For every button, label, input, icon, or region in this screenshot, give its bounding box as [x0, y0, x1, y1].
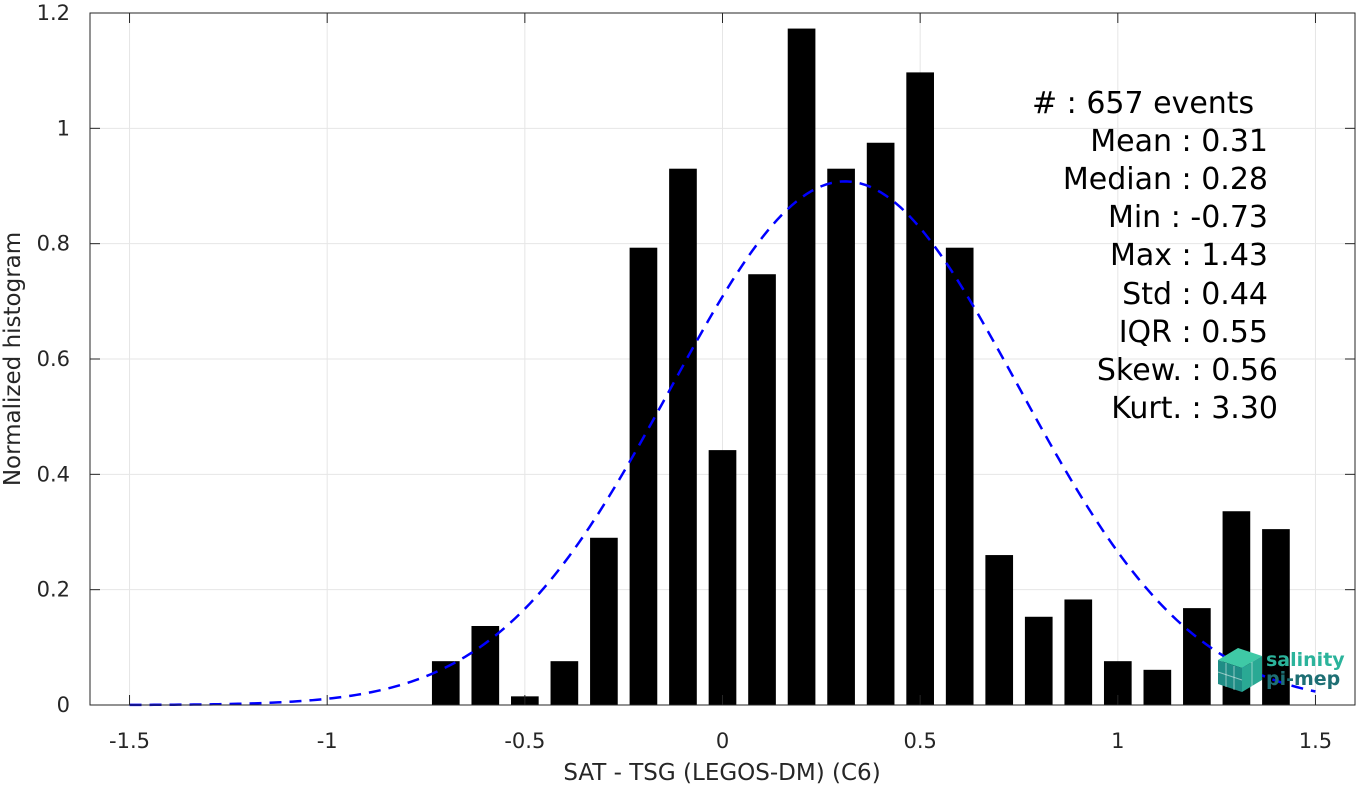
histogram-bar — [669, 168, 697, 705]
histogram-bar — [1064, 599, 1093, 705]
stat-kurt: Kurt. : 3.30 — [1111, 391, 1278, 426]
y-tick-label: 1.2 — [37, 1, 70, 25]
x-axis-title: SAT - TSG (LEGOS-DM) (C6) — [563, 760, 880, 785]
stat-std: Std : 0.44 — [1122, 277, 1268, 312]
x-tick-label: -1.5 — [109, 729, 150, 753]
stat-iqr: IQR : 0.55 — [1119, 315, 1268, 350]
histogram-bar — [1143, 669, 1172, 705]
histogram-bar — [550, 661, 579, 705]
salinity-pimep-logo: salinity pi-mep — [1217, 648, 1345, 692]
logo-text-salinity: salinity — [1266, 649, 1345, 671]
stat-skew: Skew. : 0.56 — [1097, 353, 1278, 388]
y-tick-label: 0.8 — [37, 232, 70, 256]
histogram-bar — [827, 168, 855, 705]
histogram-bar — [1183, 608, 1211, 705]
histogram-bar — [787, 28, 816, 705]
histogram-bar — [590, 537, 618, 705]
stat-events: # : 657 events — [1032, 86, 1254, 121]
y-tick-label: 0.2 — [37, 578, 70, 602]
normal-fit-curve — [129, 180, 1316, 707]
y-tick-labels: 0 0.2 0.4 0.6 0.8 1 1.2 — [37, 1, 70, 717]
x-tick-label: 1.5 — [1299, 729, 1332, 753]
y-axis-title: Normalized histogram — [0, 232, 26, 486]
histogram-bar — [1024, 616, 1053, 705]
y-tick-label: 0.4 — [37, 462, 70, 486]
x-tick-label: -1 — [317, 729, 338, 753]
y-tick-label: 0.6 — [37, 347, 70, 371]
stat-mean: Mean : 0.31 — [1090, 124, 1268, 159]
histogram-bar — [866, 142, 895, 705]
histogram-bars — [431, 28, 1290, 705]
stat-max: Max : 1.43 — [1110, 238, 1268, 273]
histogram-bar — [629, 247, 658, 705]
stat-median: Median : 0.28 — [1063, 162, 1268, 197]
x-tick-label: 1 — [1111, 729, 1124, 753]
cube-icon — [1217, 648, 1262, 692]
x-tick-label: -0.5 — [504, 729, 545, 753]
histogram-bar — [471, 625, 500, 705]
statistics-box: # : 657 events Mean : 0.31 Median : 0.28… — [1032, 86, 1278, 426]
x-tick-label: 0 — [716, 729, 729, 753]
stat-min: Min : -0.73 — [1108, 200, 1268, 235]
logo-text-pimep: pi-mep — [1266, 668, 1340, 690]
y-tick-label: 0 — [57, 693, 70, 717]
axis-ticks — [90, 12, 1355, 706]
histogram-bar — [708, 450, 737, 705]
x-tick-labels: -1.5 -1 -0.5 0 0.5 1 1.5 — [109, 729, 1332, 753]
x-tick-label: 0.5 — [903, 729, 936, 753]
y-tick-label: 1 — [57, 116, 70, 140]
histogram-bar — [906, 72, 934, 705]
histogram-bar — [1262, 529, 1290, 705]
histogram-bar — [748, 274, 776, 705]
histogram-bar — [985, 555, 1014, 705]
histogram-bar — [945, 247, 974, 705]
